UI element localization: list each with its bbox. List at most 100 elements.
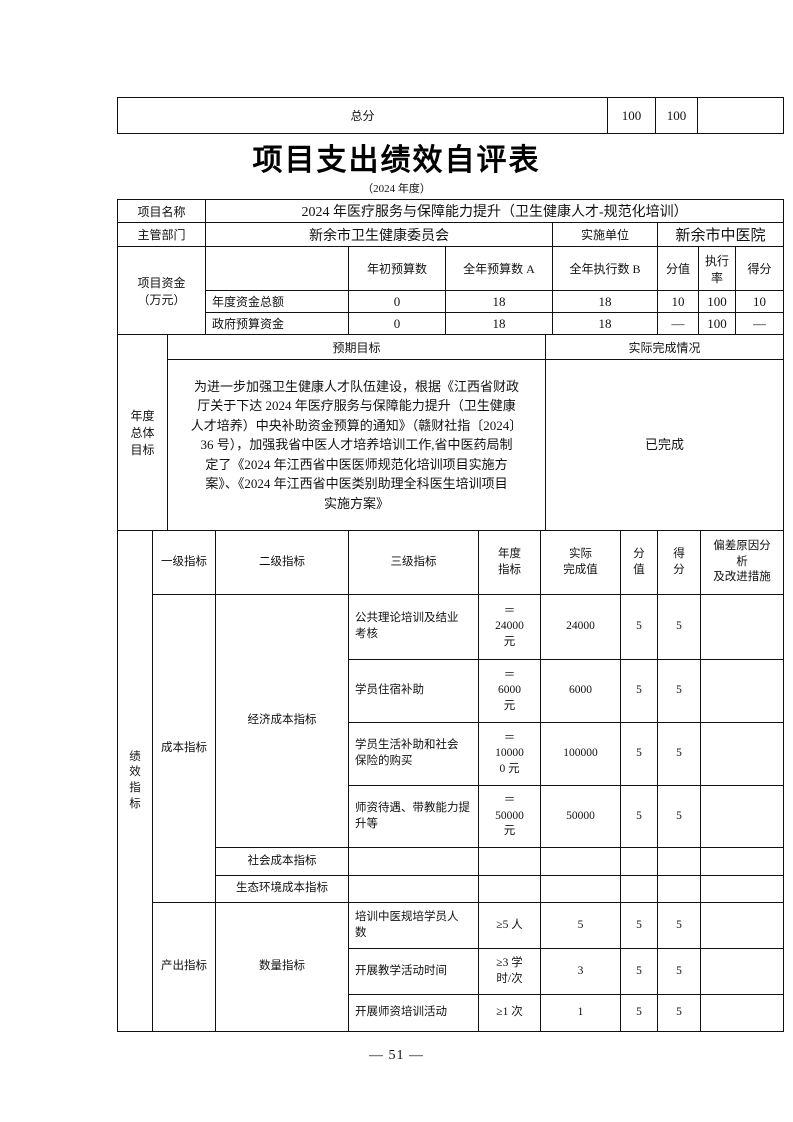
dept-value: 新余市卫生健康委员会 xyxy=(205,222,553,247)
score: 5 xyxy=(657,785,701,848)
perf-section-label: 绩 效 指 标 xyxy=(117,530,153,1032)
score: 5 xyxy=(657,722,701,786)
score-value: 5 xyxy=(620,594,658,660)
score-empty xyxy=(657,847,701,876)
annual-target: ＝ 10000 0 元 xyxy=(478,722,541,786)
annual-goal-label: 年度 总体 目标 xyxy=(117,334,168,531)
score: 5 xyxy=(657,659,701,723)
deviation-cell xyxy=(700,902,784,949)
score-value-empty xyxy=(620,875,658,903)
col-header-year-exec: 全年执行数 B xyxy=(552,246,658,291)
header-level2-indicator: 二级指标 xyxy=(215,530,349,595)
funds-score-value: 10 xyxy=(657,290,699,313)
funds-budget-value: 18 xyxy=(445,312,553,335)
level1-cost-indicator: 成本指标 xyxy=(152,594,216,903)
indicator-name: 学员生活补助和社会 保险的购买 xyxy=(348,722,479,786)
expected-goal-header: 预期目标 xyxy=(167,334,546,360)
score: 5 xyxy=(657,994,701,1032)
funds-row-label: 政府预算资金 xyxy=(205,312,349,335)
level2-economic-cost: 经济成本指标 xyxy=(215,594,349,848)
score-value: 5 xyxy=(620,722,658,786)
indicator-name: 培训中医规培学员人 数 xyxy=(348,902,479,949)
funds-score: 10 xyxy=(734,290,785,313)
impl-unit-value: 新余市中医院 xyxy=(656,222,785,247)
actual-value: 100000 xyxy=(540,722,621,786)
actual-value-empty xyxy=(540,875,621,903)
deviation-cell xyxy=(700,594,784,660)
annual-target-empty xyxy=(478,875,541,903)
deviation-cell xyxy=(700,785,784,848)
deviation-cell xyxy=(700,875,784,903)
actual-value: 5 xyxy=(540,902,621,949)
project-name-label: 项目名称 xyxy=(117,199,206,223)
score-value: 5 xyxy=(620,659,658,723)
header-level3-indicator: 三级指标 xyxy=(348,530,479,595)
actual-completion-text: 已完成 xyxy=(545,359,784,531)
page-subtitle: （2024 年度） xyxy=(362,183,431,195)
actual-value: 24000 xyxy=(540,594,621,660)
score-value: 5 xyxy=(620,948,658,995)
impl-unit-label: 实施单位 xyxy=(552,222,658,247)
score-value-empty xyxy=(620,847,658,876)
total-score-table: 总分 100 100 xyxy=(117,97,784,134)
score-value: 5 xyxy=(620,902,658,949)
score-value: 5 xyxy=(620,994,658,1032)
funds-exec-rate: 100 xyxy=(698,312,736,335)
indicator-name: 开展教学活动时间 xyxy=(348,948,479,995)
total-score-label: 总分 xyxy=(117,97,608,134)
indicator-name: 师资待遇、带教能力提 升等 xyxy=(348,785,479,848)
score: 5 xyxy=(657,594,701,660)
actual-value: 6000 xyxy=(540,659,621,723)
level2-social-cost: 社会成本指标 xyxy=(215,847,349,876)
col-header-year-budget: 全年预算数 A xyxy=(445,246,553,291)
deviation-cell xyxy=(700,659,784,723)
actual-value: 1 xyxy=(540,994,621,1032)
funds-begin-value: 0 xyxy=(348,290,446,313)
score: 5 xyxy=(657,902,701,949)
score: 5 xyxy=(657,948,701,995)
funds-exec-value: 18 xyxy=(552,312,658,335)
header-score: 得 分 xyxy=(657,530,701,595)
annual-target: ＝ 50000 元 xyxy=(478,785,541,848)
annual-target: ≥1 次 xyxy=(478,994,541,1032)
level2-quantity-indicator: 数量指标 xyxy=(215,902,349,1032)
col-header-begin-budget: 年初预算数 xyxy=(348,246,446,291)
deviation-cell xyxy=(700,994,784,1032)
expected-goal-text: 为进一步加强卫生健康人才队伍建设，根据《江西省财政 厅关于下达 2024 年医疗… xyxy=(167,359,546,531)
dept-label: 主管部门 xyxy=(117,222,206,247)
funds-label: 项目资金 （万元） xyxy=(117,246,206,335)
indicator-name: 开展师资培训活动 xyxy=(348,994,479,1032)
performance-indicators-table: 绩 效 指 标 一级指标 二级指标 三级指标 年度 指标 实际 完成值 分 值 … xyxy=(117,530,784,1032)
level1-output-indicator: 产出指标 xyxy=(152,902,216,1032)
actual-value: 50000 xyxy=(540,785,621,848)
header-deviation-analysis: 偏差原因分 析 及改进措施 xyxy=(700,530,784,595)
annual-target-empty xyxy=(478,847,541,876)
annual-target: ＝ 6000 元 xyxy=(478,659,541,723)
page-title: 项目支出绩效自评表 xyxy=(252,144,541,177)
funds-empty-cell xyxy=(205,246,349,291)
indicator-empty-cell xyxy=(348,847,479,876)
funds-budget-value: 18 xyxy=(445,290,553,313)
funds-row-label: 年度资金总额 xyxy=(205,290,349,313)
score-empty xyxy=(657,875,701,903)
total-score-empty-cell xyxy=(697,97,784,134)
deviation-cell xyxy=(700,847,784,876)
funds-exec-value: 18 xyxy=(552,290,658,313)
deviation-cell xyxy=(700,948,784,995)
funds-begin-value: 0 xyxy=(348,312,446,335)
funds-score-value: — xyxy=(657,312,699,335)
project-name-value: 2024 年医疗服务与保障能力提升（卫生健康人才-规范化培训） xyxy=(204,199,785,223)
header-annual-indicator: 年度 指标 xyxy=(478,530,541,595)
col-header-score-value: 分值 xyxy=(657,246,699,291)
annual-goal-table: 年度 总体 目标 预期目标 实际完成情况 为进一步加强卫生健康人才队伍建设，根据… xyxy=(117,334,784,531)
annual-target: ＝ 24000 元 xyxy=(478,594,541,660)
indicator-name: 公共理论培训及结业 考核 xyxy=(348,594,479,660)
col-header-score: 得分 xyxy=(734,246,785,291)
total-score-earned: 100 xyxy=(655,97,698,134)
header-level1-indicator: 一级指标 xyxy=(152,530,216,595)
header-score-value: 分 值 xyxy=(620,530,658,595)
score-value: 5 xyxy=(620,785,658,848)
deviation-cell xyxy=(700,722,784,786)
indicator-empty-cell xyxy=(348,875,479,903)
